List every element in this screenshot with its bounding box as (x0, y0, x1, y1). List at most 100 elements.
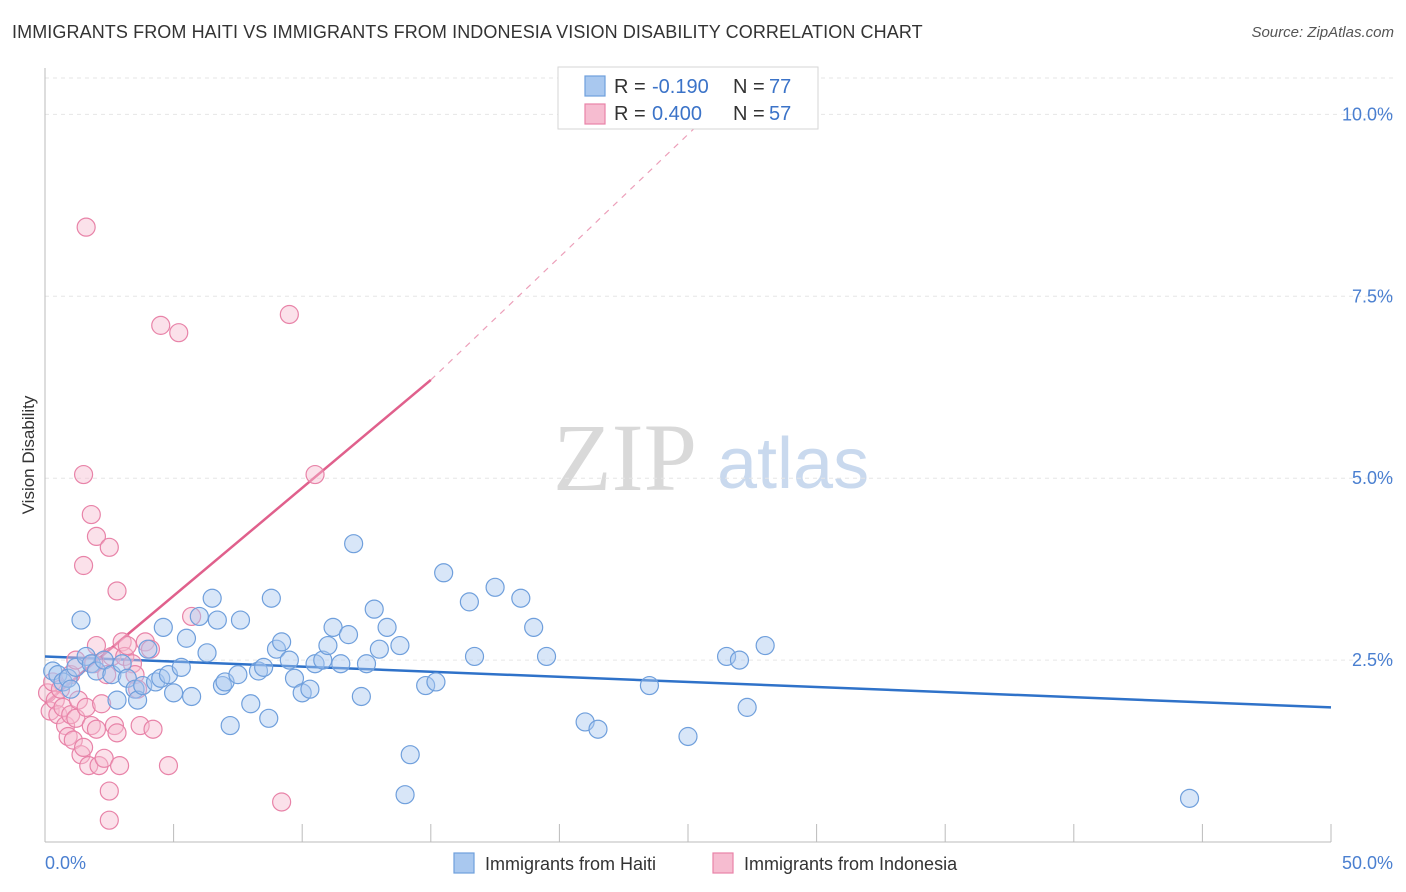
gridlines: 2.5% 5.0% 7.5% 10.0% (45, 77, 1395, 670)
point-indonesia (182, 606, 202, 627)
point-haiti (176, 628, 197, 648)
point-indonesia (97, 665, 117, 685)
point-haiti (272, 632, 292, 652)
point-haiti (112, 654, 132, 674)
legend-n-label-haiti: N = (733, 76, 765, 98)
point-indonesia (76, 217, 96, 237)
point-haiti (485, 577, 505, 597)
point-haiti (588, 719, 608, 739)
point-haiti (53, 672, 73, 692)
point-indonesia (45, 690, 65, 710)
legend-r-label-haiti: R = (614, 76, 646, 98)
point-haiti (351, 686, 371, 707)
point-indonesia (104, 715, 125, 736)
y-tick-label: 10.0% (1342, 104, 1393, 124)
y-tick-label: 2.5% (1352, 650, 1393, 670)
point-haiti (182, 686, 202, 707)
point-haiti (248, 661, 269, 681)
point-indonesia (107, 581, 127, 601)
point-indonesia (151, 315, 171, 335)
legend-swatch-indonesia (584, 103, 606, 125)
legend-r-value-indonesia: 0.400 (652, 103, 702, 125)
point-haiti (344, 534, 364, 554)
point-indonesia (86, 719, 107, 739)
point-haiti (678, 726, 698, 747)
point-indonesia (76, 697, 96, 717)
legend-r-value-haiti: -0.190 (652, 76, 709, 98)
point-indonesia (279, 304, 299, 325)
point-indonesia (109, 755, 130, 776)
point-haiti (230, 610, 251, 630)
legend-n-label-indonesia: N = (733, 103, 765, 125)
data-points (37, 217, 1200, 830)
point-haiti (390, 635, 410, 656)
point-haiti (323, 617, 343, 637)
point-indonesia (81, 504, 101, 525)
y-tick-label: 7.5% (1352, 286, 1393, 306)
point-indonesia (99, 810, 119, 830)
point-indonesia (94, 748, 114, 768)
point-haiti (1179, 788, 1200, 808)
point-haiti (228, 665, 248, 685)
point-indonesia (130, 715, 150, 736)
legend-r-label-indonesia: R = (614, 103, 646, 125)
axes: 0.0% 50.0% (44, 68, 1393, 873)
point-haiti (259, 708, 279, 728)
point-indonesia (272, 792, 292, 812)
point-haiti (331, 654, 351, 674)
point-haiti (318, 635, 338, 656)
point-haiti (71, 610, 91, 630)
point-indonesia (79, 755, 99, 776)
point-haiti (117, 668, 137, 688)
point-haiti (61, 679, 81, 699)
point-indonesia (73, 555, 94, 576)
point-indonesia (143, 719, 163, 739)
bottom-legend-label-haiti: Immigrants from Haiti (485, 854, 656, 874)
point-haiti (729, 650, 750, 670)
point-haiti (86, 661, 107, 681)
point-indonesia (81, 715, 101, 736)
point-haiti (338, 625, 359, 645)
point-haiti (313, 650, 333, 670)
point-indonesia (117, 635, 137, 656)
point-haiti (164, 683, 184, 703)
point-haiti (300, 679, 320, 699)
point-indonesia (158, 755, 179, 776)
point-haiti (212, 675, 233, 696)
point-haiti (524, 617, 544, 637)
point-indonesia (91, 694, 112, 714)
point-indonesia (112, 632, 132, 652)
point-haiti (639, 675, 660, 696)
point-haiti (737, 697, 757, 717)
point-indonesia (99, 537, 119, 557)
point-haiti (400, 745, 420, 765)
point-haiti (207, 610, 227, 630)
point-haiti (369, 639, 389, 659)
point-haiti (138, 639, 158, 659)
point-haiti (377, 617, 397, 637)
point-indonesia (58, 726, 78, 747)
watermark-atlas: atlas (717, 424, 869, 504)
point-haiti (171, 657, 191, 677)
point-haiti (153, 617, 173, 637)
point-haiti (107, 690, 127, 710)
point-haiti (434, 563, 454, 583)
bottom-legend-swatch-haiti (453, 852, 475, 874)
point-haiti (133, 675, 153, 696)
legend-n-value-haiti: 77 (769, 76, 791, 98)
point-indonesia (305, 464, 325, 485)
point-indonesia (99, 781, 119, 801)
point-haiti (755, 635, 775, 656)
point-haiti (261, 588, 281, 608)
point-haiti (254, 657, 274, 677)
x-tick-label-min: 0.0% (45, 853, 86, 873)
point-haiti (395, 785, 415, 805)
point-haiti (511, 588, 531, 608)
watermark-zip: ZIP (553, 404, 697, 511)
point-haiti (220, 715, 240, 736)
point-haiti (416, 675, 436, 696)
point-haiti (536, 646, 557, 667)
point-haiti (426, 672, 446, 692)
legend-n-value-indonesia: 57 (769, 103, 791, 125)
